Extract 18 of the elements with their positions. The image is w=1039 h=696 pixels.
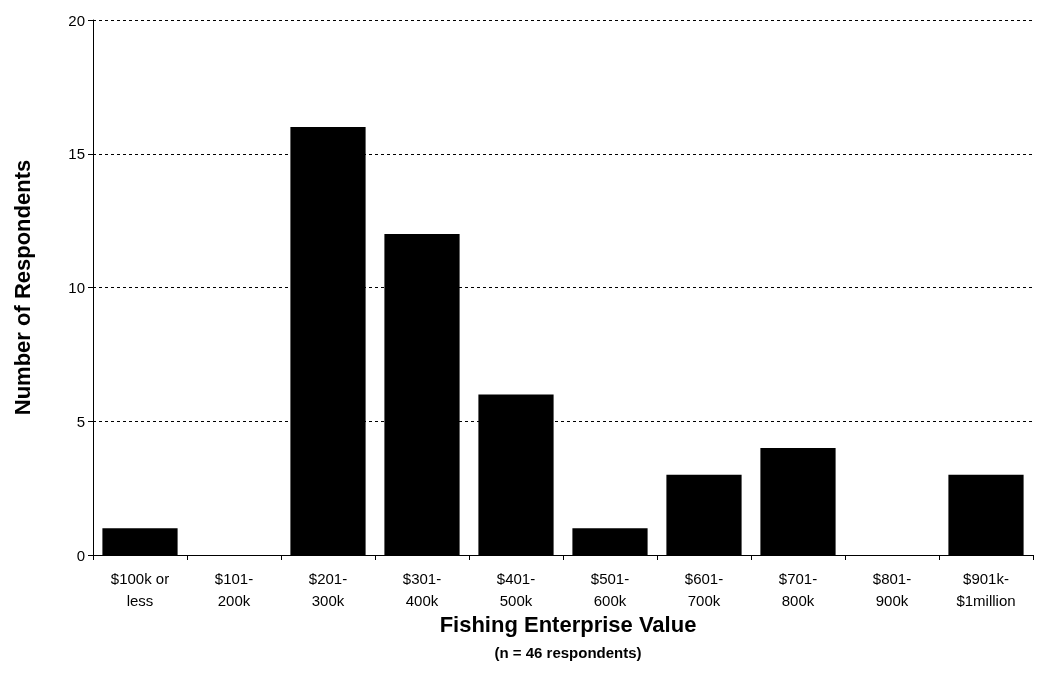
x-tick-label: $601- 700k xyxy=(684,569,724,609)
x-tick-label: $401- 500k xyxy=(496,569,536,609)
y-tick-label: 20 xyxy=(68,11,85,29)
x-tick-label: $201- 300k xyxy=(308,569,348,609)
y-tick-label: 0 xyxy=(76,546,85,564)
x-tick-label: $101- 200k xyxy=(214,569,254,609)
x-tick-label: $301- 400k xyxy=(402,569,442,609)
x-tick-label: $801- 900k xyxy=(872,569,912,609)
y-tick-label: 15 xyxy=(68,145,85,163)
y-axis-title: Number of Respondents xyxy=(9,159,35,416)
y-tick-label: 10 xyxy=(68,279,85,296)
y-tick-label: 5 xyxy=(76,412,85,430)
text: (n = 46 respondents) xyxy=(494,644,642,661)
x-axis-title: Fishing Enterprise Value xyxy=(439,611,697,637)
x-tick-label: $501- 600k xyxy=(590,569,630,609)
x-tick-label: $901k- $1million xyxy=(956,569,1016,609)
x-tick-label: $100k or less xyxy=(110,569,170,609)
x-tick-label: $701- 800k xyxy=(778,569,818,609)
